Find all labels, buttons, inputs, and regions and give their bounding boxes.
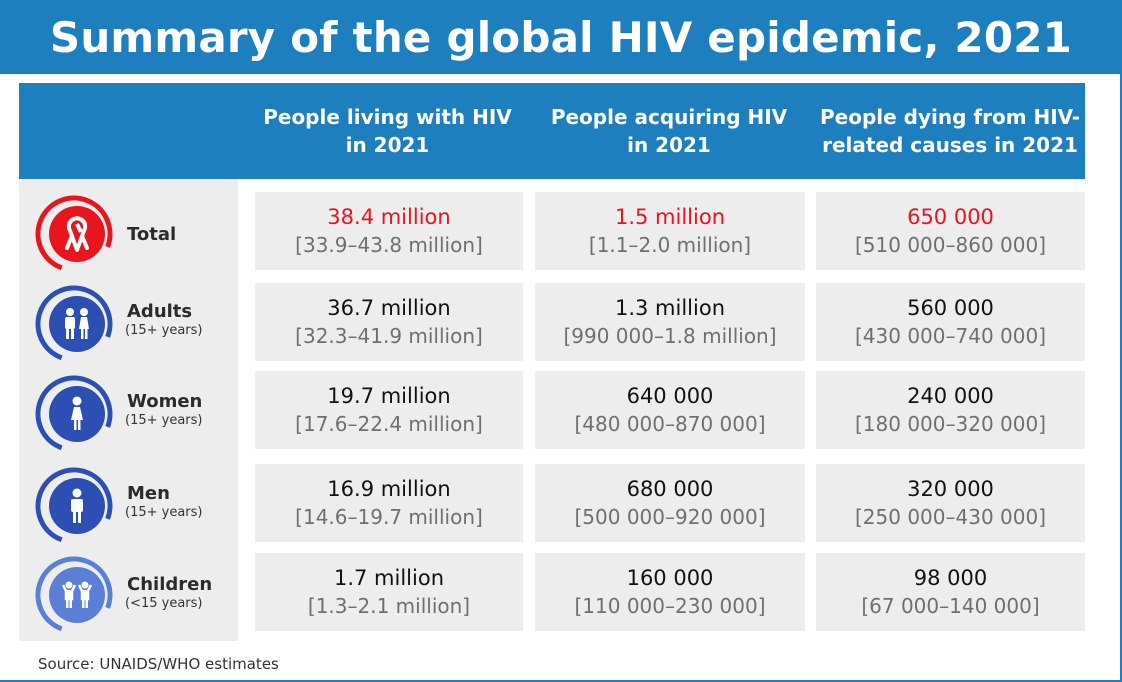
cell-range: [110 000–230 000]: [574, 594, 766, 618]
cell-children-living: 1.7 million [1.3–2.1 million]: [255, 553, 523, 631]
cell-range: [500 000–920 000]: [574, 505, 766, 529]
cell-value: 640 000: [626, 384, 714, 408]
column-header-acquiring: People acquiring HIV in 2021: [550, 105, 788, 157]
cell-range: [510 000–860 000]: [854, 233, 1046, 257]
cell-range: [67 000–140 000]: [861, 594, 1040, 618]
cell-value: 240 000: [907, 384, 994, 408]
row-name: Adults: [127, 301, 193, 322]
cell-value: 160 000: [626, 566, 714, 590]
page-title: Summary of the global HIV epidemic, 2021: [49, 12, 1073, 62]
cell-adults-living: 36.7 million [32.3–41.9 million]: [255, 283, 523, 361]
cell-value: 16.9 million: [327, 477, 451, 501]
row-subtitle: (15+ years): [125, 413, 203, 428]
cell-range: [1.3–2.1 million]: [307, 594, 471, 618]
cell-range: [430 000–740 000]: [854, 324, 1046, 348]
cell-children-acquiring: 160 000 [110 000–230 000]: [535, 553, 805, 631]
row-label-adults: Adults (15+ years): [19, 281, 238, 367]
cell-value: 680 000: [626, 477, 714, 501]
title-bar: Summary of the global HIV epidemic, 2021: [0, 0, 1122, 74]
cell-value: 650 000: [907, 205, 994, 229]
cell-range: [480 000–870 000]: [574, 412, 766, 436]
row-label-men: Men (15+ years): [19, 463, 238, 549]
cell-range: [250 000–430 000]: [854, 505, 1046, 529]
cell-total-acquiring: 1.5 million [1.1–2.0 million]: [535, 192, 805, 270]
cell-women-living: 19.7 million [17.6–22.4 million]: [255, 371, 523, 449]
cell-range: [14.6–19.7 million]: [295, 505, 483, 529]
cell-value: 38.4 million: [327, 205, 451, 229]
row-label-total: Total: [19, 191, 238, 277]
cell-total-living: 38.4 million [33.9–43.8 million]: [255, 192, 523, 270]
cell-women-acquiring: 640 000 [480 000–870 000]: [535, 371, 805, 449]
cell-value: 19.7 million: [327, 384, 451, 408]
woman-icon: [35, 375, 113, 453]
row-subtitle: (15+ years): [125, 323, 203, 338]
cell-men-acquiring: 680 000 [500 000–920 000]: [535, 464, 805, 542]
row-label-women: Women (15+ years): [19, 371, 238, 457]
row-subtitle: (15+ years): [125, 505, 203, 520]
ribbon-icon: [35, 195, 113, 273]
adults-icon: [35, 285, 113, 363]
man-icon: [35, 467, 113, 545]
children-icon: [35, 556, 113, 634]
cell-range: [32.3–41.9 million]: [295, 324, 483, 348]
column-header-band: People living with HIV in 2021 People acq…: [19, 83, 1085, 179]
row-label-children: Children (<15 years): [19, 552, 238, 638]
cell-total-dying: 650 000 [510 000–860 000]: [816, 192, 1085, 270]
row-name: Women: [127, 391, 203, 412]
cell-adults-acquiring: 1.3 million [990 000–1.8 million]: [535, 283, 805, 361]
cell-range: [1.1–2.0 million]: [588, 233, 752, 257]
cell-value: 320 000: [907, 477, 994, 501]
cell-children-dying: 98 000 [67 000–140 000]: [816, 553, 1085, 631]
cell-adults-dying: 560 000 [430 000–740 000]: [816, 283, 1085, 361]
row-name: Men: [127, 483, 170, 504]
cell-range: [17.6–22.4 million]: [295, 412, 483, 436]
cell-value: 1.3 million: [614, 296, 726, 320]
cell-value: 98 000: [913, 566, 988, 590]
cell-range: [990 000–1.8 million]: [563, 324, 777, 348]
row-label-panel: Total Adults (15+ years) Women (15+ year…: [19, 179, 238, 641]
column-header-dying: People dying from HIV-related causes in …: [820, 105, 1080, 157]
cell-value: 36.7 million: [327, 296, 451, 320]
column-header-living: People living with HIV in 2021: [263, 105, 512, 157]
cell-value: 560 000: [907, 296, 994, 320]
source-note: Source: UNAIDS/WHO estimates: [38, 655, 279, 673]
cell-range: [180 000–320 000]: [854, 412, 1046, 436]
row-subtitle: (<15 years): [125, 596, 203, 611]
cell-men-living: 16.9 million [14.6–19.7 million]: [255, 464, 523, 542]
cell-value: 1.7 million: [333, 566, 445, 590]
cell-men-dying: 320 000 [250 000–430 000]: [816, 464, 1085, 542]
row-name: Children: [127, 574, 213, 595]
cell-value: 1.5 million: [614, 205, 726, 229]
cell-range: [33.9–43.8 million]: [295, 233, 483, 257]
row-name: Total: [127, 224, 177, 245]
cell-women-dying: 240 000 [180 000–320 000]: [816, 371, 1085, 449]
